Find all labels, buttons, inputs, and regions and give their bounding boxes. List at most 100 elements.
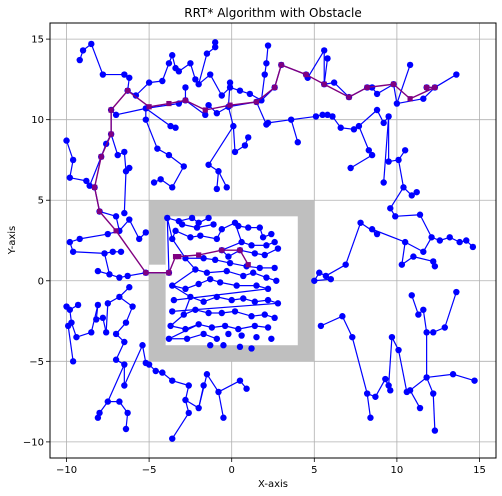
path-node xyxy=(227,102,233,108)
tree-edge xyxy=(444,291,457,328)
path-node xyxy=(407,96,413,102)
tree-edge xyxy=(409,376,427,391)
tree-edge xyxy=(401,242,406,265)
tree-edge xyxy=(171,412,190,439)
tree-node xyxy=(211,43,219,51)
tree-node xyxy=(245,134,252,141)
tree-node xyxy=(142,229,150,236)
tree-node xyxy=(159,77,166,85)
path-inner-segment xyxy=(178,254,199,258)
path-segment xyxy=(168,99,186,105)
tree-edge xyxy=(432,393,436,431)
tree-node xyxy=(205,161,212,168)
path-node xyxy=(125,88,131,94)
tree-node xyxy=(248,242,255,249)
tree-node xyxy=(116,274,123,281)
path-node xyxy=(432,84,438,91)
tree-node xyxy=(423,374,430,381)
y-tick-label: 10 xyxy=(31,115,44,126)
path-node xyxy=(92,184,98,190)
tree-node xyxy=(213,235,221,243)
tree-node xyxy=(387,205,394,212)
path-node xyxy=(364,84,370,91)
tree-node xyxy=(263,242,270,249)
tree-node xyxy=(205,214,212,222)
tree-node xyxy=(73,333,80,341)
tree-node xyxy=(456,238,463,246)
tree-node xyxy=(248,345,255,352)
tree-edge xyxy=(389,187,405,209)
tree-edge xyxy=(345,222,362,265)
tree-edge xyxy=(218,380,241,393)
tree-node xyxy=(195,280,202,288)
tree-node xyxy=(294,139,301,146)
tree-edge xyxy=(360,222,378,235)
tree-node xyxy=(185,409,192,417)
tree-node xyxy=(207,275,214,283)
tree-node xyxy=(169,435,176,442)
tree-node xyxy=(430,258,437,265)
tree-edge xyxy=(73,251,105,254)
tree-node xyxy=(187,60,194,67)
tree-node xyxy=(393,100,401,107)
tree-edge xyxy=(79,233,108,240)
tree-node xyxy=(268,335,275,342)
tree-node xyxy=(172,227,179,235)
tree-node xyxy=(145,79,153,86)
tree-node xyxy=(88,40,95,48)
path-node xyxy=(390,81,397,87)
path-segment xyxy=(93,187,101,212)
tree-edge xyxy=(103,253,111,275)
tree-node xyxy=(170,296,178,304)
tree-node xyxy=(187,234,194,241)
tree-node xyxy=(240,272,247,280)
tree-node xyxy=(420,248,427,255)
tree-edge xyxy=(115,107,146,116)
tree-node xyxy=(357,219,364,226)
tree-node xyxy=(187,293,194,301)
tree-edge xyxy=(172,302,279,312)
tree-node xyxy=(165,60,173,67)
tree-node xyxy=(182,84,189,91)
tree-edge xyxy=(166,217,170,273)
tree-node xyxy=(415,311,422,318)
tree-node xyxy=(350,126,358,133)
tree-edge xyxy=(383,116,390,183)
tree-node xyxy=(69,358,77,365)
path-inner-node xyxy=(219,247,225,253)
tree-edge xyxy=(206,373,219,393)
path-node xyxy=(166,100,172,107)
tree-node xyxy=(342,261,349,268)
tree-node xyxy=(164,214,171,222)
tree-node xyxy=(101,250,108,257)
tree-node xyxy=(324,55,331,62)
tree-node xyxy=(99,314,107,322)
tree-node xyxy=(112,330,120,338)
y-tick-label: −10 xyxy=(23,437,44,448)
tree-node xyxy=(152,367,159,375)
tree-edge xyxy=(434,74,457,88)
tree-node xyxy=(431,263,439,270)
tree-node xyxy=(157,176,164,183)
path-segment xyxy=(127,90,150,108)
tree-node xyxy=(213,293,221,301)
x-tick-label: −5 xyxy=(142,465,157,476)
path-segment xyxy=(281,64,307,76)
x-tick-label: 0 xyxy=(229,465,235,476)
tree-node xyxy=(76,56,83,64)
tree-node xyxy=(102,329,110,336)
tree-node xyxy=(96,409,103,417)
path-node xyxy=(202,107,208,113)
tree-node xyxy=(312,113,320,120)
tree-node xyxy=(122,319,130,326)
tree-edge xyxy=(171,238,186,259)
tree-node xyxy=(372,393,379,400)
tree-node xyxy=(311,277,318,284)
tree-node xyxy=(347,164,354,172)
tree-node xyxy=(380,119,387,127)
tree-edge xyxy=(260,74,266,101)
tree-node xyxy=(423,329,430,336)
tree-node xyxy=(121,71,128,78)
tree-node xyxy=(382,375,389,383)
tree-node xyxy=(207,342,214,349)
